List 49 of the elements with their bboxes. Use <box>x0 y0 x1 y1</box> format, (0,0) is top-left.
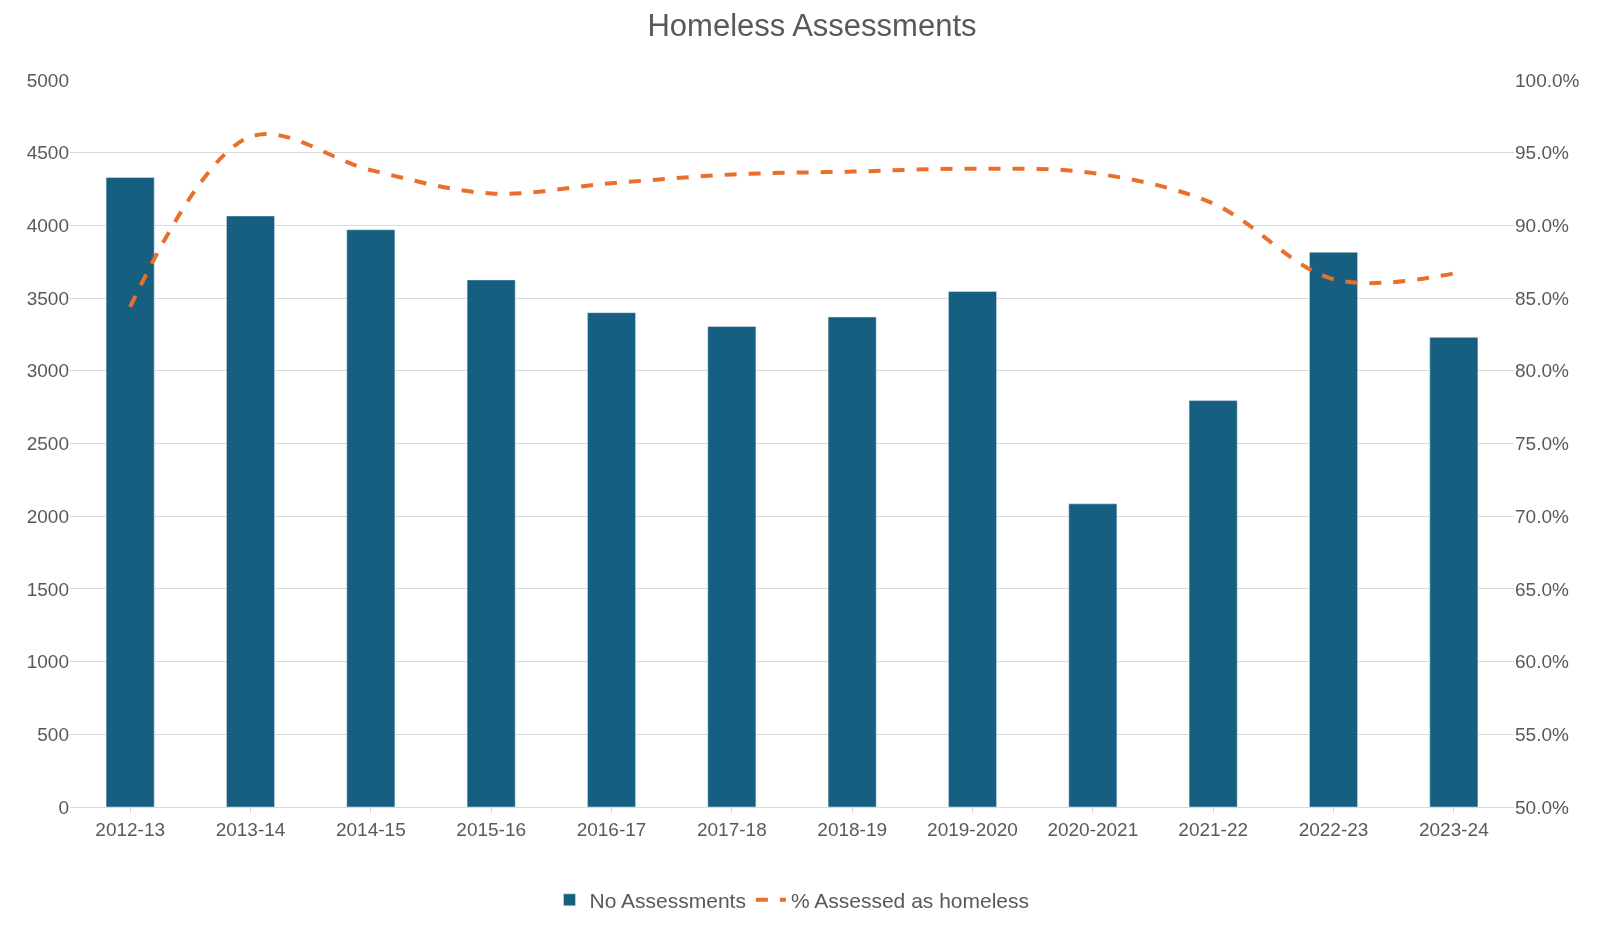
bar <box>466 279 516 807</box>
y2-tick-label: 85.0% <box>1515 287 1569 309</box>
bar <box>948 291 997 807</box>
bar <box>105 177 155 807</box>
bar <box>1068 503 1118 807</box>
x-tick-label: 2018-19 <box>817 818 888 840</box>
bar <box>1309 252 1358 807</box>
x-tick-label: 2014-15 <box>335 818 406 840</box>
y-tick-label: 0 <box>58 796 69 818</box>
bar <box>1188 400 1238 807</box>
x-tick-label: 2021-22 <box>1178 818 1249 840</box>
chart-title: Homeless Assessments <box>647 7 977 43</box>
legend-label: No Assessments <box>589 889 746 913</box>
y2-tick-label: 95.0% <box>1515 142 1569 164</box>
y2-tick-label: 65.0% <box>1515 578 1569 600</box>
bar <box>707 326 757 807</box>
x-tick-label: 2012-13 <box>95 818 166 840</box>
legend-label: % Assessed as homeless <box>790 889 1030 913</box>
x-tick-label: 2019-2020 <box>927 818 1018 840</box>
x-tick-label: 2022-23 <box>1298 818 1369 840</box>
y-tick-label: 3500 <box>26 287 69 309</box>
bar <box>1429 337 1479 807</box>
y-tick-label: 1500 <box>26 578 69 600</box>
y2-tick-label: 60.0% <box>1515 651 1569 673</box>
y-tick-label: 3000 <box>26 360 69 382</box>
y-tick-label: 4000 <box>26 215 69 237</box>
x-tick-label: 2020-2021 <box>1047 818 1139 840</box>
bar <box>226 215 275 807</box>
y2-tick-label: 75.0% <box>1515 433 1569 455</box>
x-tick-label: 2023-24 <box>1418 818 1490 840</box>
y-tick-label: 4500 <box>26 142 69 164</box>
y-tick-label: 2500 <box>26 433 69 455</box>
y2-tick-label: 70.0% <box>1515 505 1569 527</box>
bar <box>346 229 396 807</box>
y2-tick-label: 80.0% <box>1515 360 1569 382</box>
y-tick-label: 5000 <box>26 69 69 91</box>
x-tick-label: 2015-16 <box>456 818 527 840</box>
y2-tick-label: 90.0% <box>1515 215 1569 237</box>
bar <box>587 312 636 807</box>
x-tick-label: 2016-17 <box>576 818 647 840</box>
x-tick-label: 2017-18 <box>696 818 767 840</box>
y-tick-label: 1000 <box>26 651 69 673</box>
y-tick-label: 500 <box>37 723 69 745</box>
bar <box>827 316 877 807</box>
y2-tick-label: 50.0% <box>1515 796 1569 818</box>
x-tick-label: 2013-14 <box>215 818 286 840</box>
y2-tick-label: 55.0% <box>1515 723 1569 745</box>
y-tick-label: 2000 <box>26 505 69 527</box>
y2-tick-label: 100.0% <box>1515 69 1580 91</box>
